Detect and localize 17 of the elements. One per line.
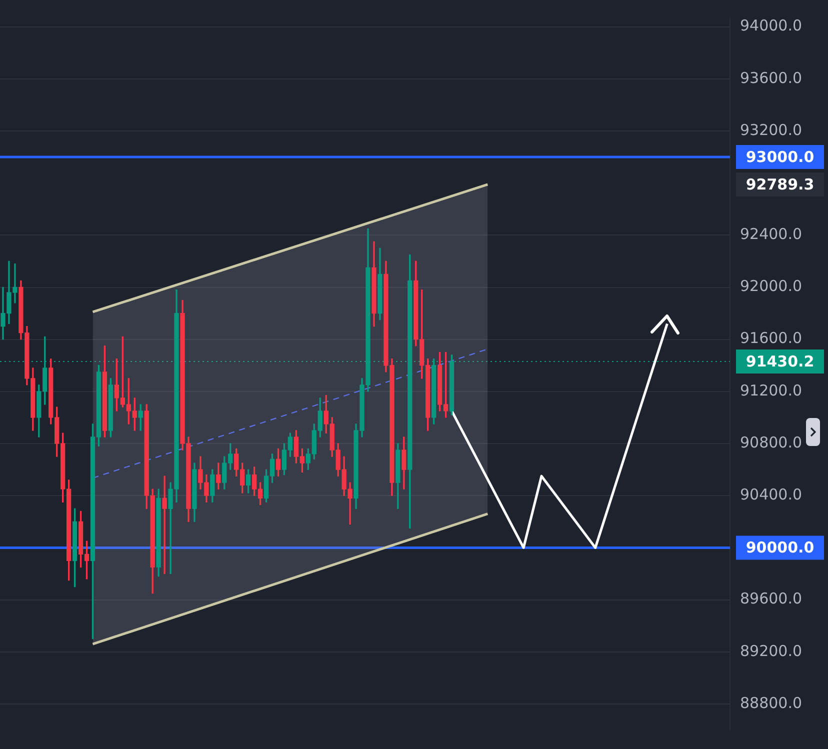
y-tick-label: 89200.0 xyxy=(740,642,802,660)
ref-line-label: 90000.0 xyxy=(746,538,814,557)
y-tick-label: 88800.0 xyxy=(740,694,802,712)
y-tick-label: 90400.0 xyxy=(740,485,802,504)
y-tick-label: 91600.0 xyxy=(740,329,802,348)
ref-line-label: 93000.0 xyxy=(746,148,814,166)
y-tick-label: 92400.0 xyxy=(740,225,802,244)
text: 92789.3 xyxy=(746,175,814,194)
y-tick-label: 94000.0 xyxy=(740,16,802,35)
y-tick-label: 90800.0 xyxy=(740,433,802,452)
candlestick xyxy=(162,476,167,574)
y-tick-label: 91200.0 xyxy=(740,381,802,400)
y-tick-label: 89600.0 xyxy=(740,590,802,608)
y-tick-label: 92000.0 xyxy=(740,277,802,296)
ref-line-label: 91430.2 xyxy=(746,352,814,370)
y-tick-label: 93600.0 xyxy=(740,68,802,87)
y-tick-label: 93200.0 xyxy=(740,120,802,139)
